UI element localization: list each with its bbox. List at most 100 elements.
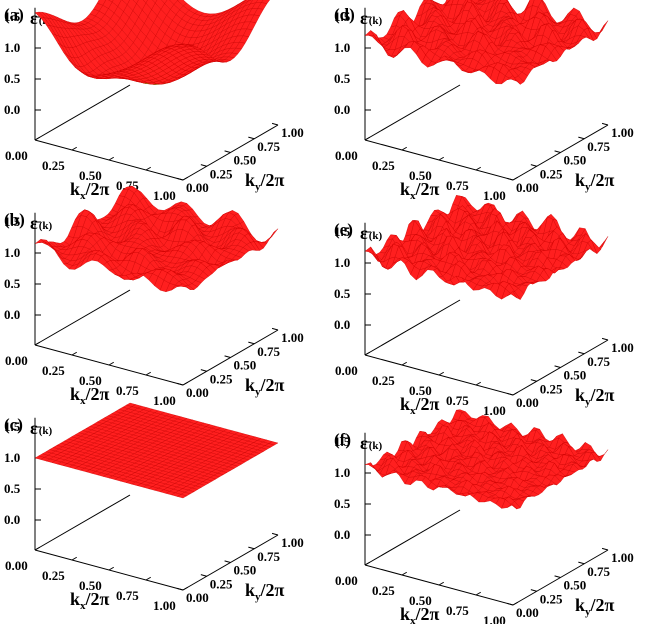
y-tick-label: 0.25 xyxy=(540,166,563,181)
z-tick-label: 1.0 xyxy=(334,465,350,480)
y-tick xyxy=(248,136,255,140)
y-axis-subscript: y xyxy=(255,591,261,603)
z-tick-label: 1.5 xyxy=(334,9,351,24)
y-tick xyxy=(200,164,207,167)
x-tick-label: 0.75 xyxy=(446,393,469,408)
panel-c: (c) ε(k)1.51.00.50.00.000.250.500.751.000… xyxy=(4,402,304,613)
y-tick-label: 0.00 xyxy=(516,605,539,620)
x-tick-label: 0.00 xyxy=(335,363,358,378)
x-tick-label: 0.50 xyxy=(79,168,102,183)
surface-cell xyxy=(507,75,518,82)
y-tick xyxy=(578,136,585,140)
x-tick xyxy=(512,176,519,181)
y-tick-label: 0.50 xyxy=(234,563,257,578)
y-tick xyxy=(176,382,184,386)
x-tick-label: 0.25 xyxy=(42,158,65,173)
x-tick-label: 0.25 xyxy=(372,373,395,388)
z-tick-label: 0.5 xyxy=(4,276,21,291)
x-tick xyxy=(512,601,519,606)
z-tick-label: 1.0 xyxy=(4,450,20,465)
z-axis-title: ε(k) xyxy=(360,223,382,243)
y-tick xyxy=(530,589,537,592)
x-axis-tail: /2π xyxy=(415,604,440,624)
x-tick-label: 1.00 xyxy=(153,188,176,203)
y-tick-label: 1.00 xyxy=(611,340,634,355)
y-tick xyxy=(506,602,514,606)
z-axis-subscript: (k) xyxy=(39,425,53,437)
y-axis-subscript: y xyxy=(585,396,591,408)
x-tick xyxy=(182,381,189,386)
y-axis-title: ky/2π xyxy=(245,375,285,398)
z-tick-label: 0.0 xyxy=(4,102,20,117)
y-tick xyxy=(506,177,514,181)
y-tick-label: 1.00 xyxy=(611,125,634,140)
z-axis-subscript: (k) xyxy=(39,220,53,232)
x-tick-label: 0.75 xyxy=(116,588,139,603)
y-tick-label: 0.50 xyxy=(234,358,257,373)
panel-f: (f) ε(k)1.51.00.50.00.000.250.500.751.000… xyxy=(334,409,634,624)
y-tick xyxy=(176,587,184,591)
x-tick xyxy=(475,166,482,171)
y-tick-label: 0.00 xyxy=(186,180,209,195)
panel-label: (f) xyxy=(334,430,351,449)
z-axis-title: ε(k) xyxy=(30,418,52,438)
surface xyxy=(34,402,279,499)
x-tick xyxy=(182,586,189,591)
surface-cell xyxy=(176,44,188,48)
x-tick xyxy=(108,566,115,571)
x-axis-tail: /2π xyxy=(85,589,110,609)
surface-cell xyxy=(507,291,517,298)
y-tick-label: 0.50 xyxy=(564,578,587,593)
y-tick-label: 0.50 xyxy=(564,153,587,168)
y-axis-subscript: y xyxy=(585,181,591,193)
z-tick-label: 0.0 xyxy=(4,512,20,527)
y-tick-label: 0.50 xyxy=(564,368,587,383)
x-tick-label: 0.75 xyxy=(446,603,469,618)
x-tick xyxy=(364,136,371,141)
y-axis-subscript: y xyxy=(255,386,261,398)
x-tick xyxy=(438,581,445,586)
x-tick xyxy=(71,351,78,356)
y-tick-label: 0.50 xyxy=(234,153,257,168)
y-tick-label: 0.75 xyxy=(257,549,280,564)
y-tick xyxy=(578,351,585,355)
z-tick-label: 0.0 xyxy=(334,102,350,117)
x-tick xyxy=(71,146,78,151)
x-tick-label: 0.00 xyxy=(335,148,358,163)
y-tick-label: 1.00 xyxy=(281,535,304,550)
y-axis-tail: /2π xyxy=(590,595,615,615)
y-tick xyxy=(530,164,537,167)
y-axis-title: ky/2π xyxy=(575,385,615,408)
y-axis-title: ky/2π xyxy=(575,595,615,618)
y-axis-title: ky/2π xyxy=(245,170,285,193)
y-tick xyxy=(271,327,279,331)
z-tick-label: 0.5 xyxy=(4,71,21,86)
y-tick-label: 0.25 xyxy=(210,166,233,181)
x-axis-title: kx/2π xyxy=(400,604,440,624)
x-tick-label: 0.25 xyxy=(372,158,395,173)
z-tick-label: 0.5 xyxy=(334,496,351,511)
y-tick-label: 0.00 xyxy=(186,385,209,400)
z-axis-title: ε(k) xyxy=(360,433,382,453)
z-tick-label: 0.5 xyxy=(334,286,351,301)
x-tick-label: 1.00 xyxy=(483,188,506,203)
y-tick xyxy=(176,177,184,181)
y-tick-label: 0.75 xyxy=(587,564,610,579)
surface-cell xyxy=(264,231,275,242)
x-tick-label: 0.25 xyxy=(372,583,395,598)
y-tick xyxy=(554,365,561,368)
z-tick-label: 1.5 xyxy=(4,419,21,434)
y-tick-label: 0.00 xyxy=(516,395,539,410)
y-tick xyxy=(554,575,561,578)
x-tick-label: 0.00 xyxy=(5,558,28,573)
surface xyxy=(364,409,609,510)
y-tick-label: 1.00 xyxy=(281,330,304,345)
y-axis-tail: /2π xyxy=(590,170,615,190)
x-tick xyxy=(438,156,445,161)
x-tick xyxy=(512,391,519,396)
y-axis-tail: /2π xyxy=(260,580,285,600)
surface xyxy=(364,0,609,85)
x-tick xyxy=(182,176,189,181)
back-axis-line xyxy=(364,84,461,141)
y-tick xyxy=(224,560,231,563)
